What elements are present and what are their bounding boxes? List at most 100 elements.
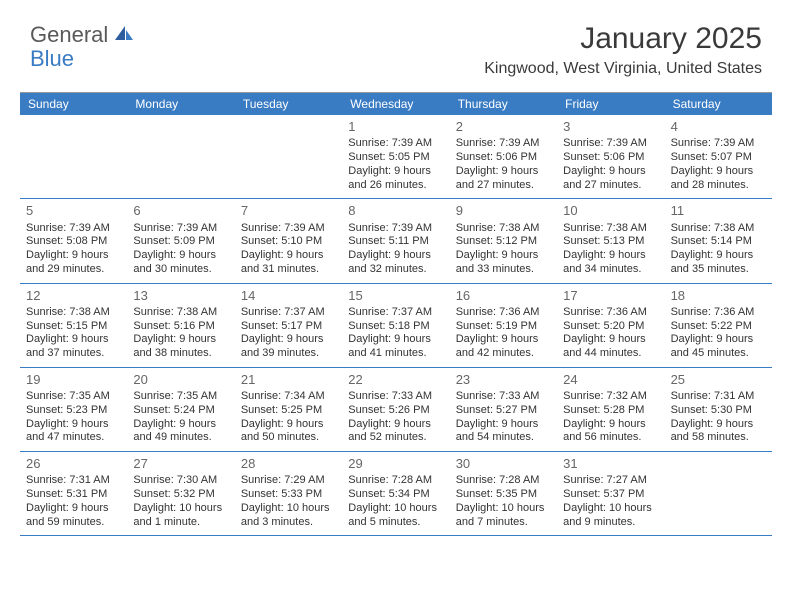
day-info-line: Daylight: 9 hours (456, 333, 551, 347)
day-info-line: Sunrise: 7:37 AM (348, 306, 443, 320)
day-info-line: Sunset: 5:07 PM (671, 151, 766, 165)
day-header-row: SundayMondayTuesdayWednesdayThursdayFrid… (20, 93, 772, 115)
day-info-line: and 49 minutes. (133, 431, 228, 445)
title-block: January 2025 Kingwood, West Virginia, Un… (484, 22, 762, 78)
day-number: 24 (563, 372, 658, 388)
day-info-line: Sunrise: 7:36 AM (671, 306, 766, 320)
day-cell: 6Sunrise: 7:39 AMSunset: 5:09 PMDaylight… (127, 199, 234, 282)
day-info-line: and 26 minutes. (348, 179, 443, 193)
day-info-line: Daylight: 10 hours (241, 502, 336, 516)
day-cell: 25Sunrise: 7:31 AMSunset: 5:30 PMDayligh… (665, 368, 772, 451)
logo-text-general: General (30, 22, 108, 48)
day-info-line: and 32 minutes. (348, 263, 443, 277)
day-info-line: and 5 minutes. (348, 516, 443, 530)
day-info-line: Daylight: 10 hours (563, 502, 658, 516)
day-number: 12 (26, 288, 121, 304)
day-cell: 4Sunrise: 7:39 AMSunset: 5:07 PMDaylight… (665, 115, 772, 198)
day-cell: 28Sunrise: 7:29 AMSunset: 5:33 PMDayligh… (235, 452, 342, 535)
day-cell: 27Sunrise: 7:30 AMSunset: 5:32 PMDayligh… (127, 452, 234, 535)
day-cell: 12Sunrise: 7:38 AMSunset: 5:15 PMDayligh… (20, 284, 127, 367)
day-info-line: Daylight: 9 hours (563, 249, 658, 263)
day-info-line: Daylight: 9 hours (26, 418, 121, 432)
day-info-line: Sunset: 5:33 PM (241, 488, 336, 502)
day-info-line: Daylight: 9 hours (671, 418, 766, 432)
day-info-line: Sunset: 5:20 PM (563, 320, 658, 334)
day-info-line: Sunset: 5:25 PM (241, 404, 336, 418)
day-info-line: Sunrise: 7:34 AM (241, 390, 336, 404)
day-info-line: Sunset: 5:09 PM (133, 235, 228, 249)
day-info-line: Sunset: 5:10 PM (241, 235, 336, 249)
day-number: 8 (348, 203, 443, 219)
day-info-line: Sunrise: 7:38 AM (26, 306, 121, 320)
day-info-line: Sunrise: 7:27 AM (563, 474, 658, 488)
day-info-line: Sunset: 5:16 PM (133, 320, 228, 334)
day-info-line: and 28 minutes. (671, 179, 766, 193)
day-number: 3 (563, 119, 658, 135)
day-info-line: Sunrise: 7:28 AM (348, 474, 443, 488)
day-info-line: and 30 minutes. (133, 263, 228, 277)
day-cell: 8Sunrise: 7:39 AMSunset: 5:11 PMDaylight… (342, 199, 449, 282)
day-info-line: Sunset: 5:34 PM (348, 488, 443, 502)
location: Kingwood, West Virginia, United States (484, 60, 762, 78)
day-info-line: Sunset: 5:06 PM (456, 151, 551, 165)
day-info-line: Daylight: 9 hours (563, 333, 658, 347)
day-info-line: Sunrise: 7:38 AM (671, 222, 766, 236)
day-info-line: Sunset: 5:35 PM (456, 488, 551, 502)
day-cell: 26Sunrise: 7:31 AMSunset: 5:31 PMDayligh… (20, 452, 127, 535)
day-info-line: Daylight: 9 hours (133, 333, 228, 347)
day-info-line: and 41 minutes. (348, 347, 443, 361)
day-info-line: Sunrise: 7:39 AM (348, 222, 443, 236)
day-info-line: and 7 minutes. (456, 516, 551, 530)
day-number: 28 (241, 456, 336, 472)
day-info-line: Sunrise: 7:33 AM (348, 390, 443, 404)
day-info-line: Daylight: 9 hours (26, 502, 121, 516)
day-number: 29 (348, 456, 443, 472)
day-info-line: Daylight: 9 hours (671, 333, 766, 347)
day-header: Sunday (20, 93, 127, 115)
day-info-line: Daylight: 9 hours (241, 418, 336, 432)
day-info-line: Daylight: 9 hours (348, 165, 443, 179)
day-info-line: Sunrise: 7:31 AM (671, 390, 766, 404)
day-number: 7 (241, 203, 336, 219)
day-cell: 21 Sunrise: 7:34 AMSunset: 5:25 PMDayligh… (235, 368, 342, 451)
day-info-line: Sunrise: 7:31 AM (26, 474, 121, 488)
day-number: 23 (456, 372, 551, 388)
day-info-line: Sunrise: 7:38 AM (563, 222, 658, 236)
day-info-line: Sunset: 5:06 PM (563, 151, 658, 165)
day-number: 27 (133, 456, 228, 472)
day-cell: 20Sunrise: 7:35 AMSunset: 5:24 PMDayligh… (127, 368, 234, 451)
day-cell (20, 115, 127, 198)
day-info-line: Daylight: 10 hours (133, 502, 228, 516)
day-info-line: and 44 minutes. (563, 347, 658, 361)
day-info-line: Sunrise: 7:28 AM (456, 474, 551, 488)
day-number: 2 (456, 119, 551, 135)
day-info-line: Sunrise: 7:35 AM (26, 390, 121, 404)
logo-text-blue: Blue (30, 46, 74, 71)
day-cell (235, 115, 342, 198)
day-info-line: and 3 minutes. (241, 516, 336, 530)
day-info-line: Sunset: 5:23 PM (26, 404, 121, 418)
day-info-line: and 27 minutes. (563, 179, 658, 193)
day-number: 25 (671, 372, 766, 388)
day-info-line: Sunrise: 7:39 AM (671, 137, 766, 151)
day-info-line: Daylight: 9 hours (563, 418, 658, 432)
day-cell: 3Sunrise: 7:39 AMSunset: 5:06 PMDaylight… (557, 115, 664, 198)
day-number: 11 (671, 203, 766, 219)
day-number: 13 (133, 288, 228, 304)
week-row: 5Sunrise: 7:39 AMSunset: 5:08 PMDaylight… (20, 199, 772, 283)
day-info-line: Sunrise: 7:38 AM (133, 306, 228, 320)
day-info-line: Sunrise: 7:39 AM (133, 222, 228, 236)
day-cell: 24Sunrise: 7:32 AMSunset: 5:28 PMDayligh… (557, 368, 664, 451)
day-number: 21 (241, 372, 336, 388)
day-info-line: Sunset: 5:37 PM (563, 488, 658, 502)
day-info-line: Sunset: 5:32 PM (133, 488, 228, 502)
day-info-line: and 9 minutes. (563, 516, 658, 530)
day-info-line: and 52 minutes. (348, 431, 443, 445)
day-cell: 9Sunrise: 7:38 AMSunset: 5:12 PMDaylight… (450, 199, 557, 282)
day-info-line: Sunset: 5:24 PM (133, 404, 228, 418)
day-info-line: Sunrise: 7:35 AM (133, 390, 228, 404)
day-info-line: Daylight: 9 hours (241, 249, 336, 263)
day-number: 15 (348, 288, 443, 304)
day-cell: 19Sunrise: 7:35 AMSunset: 5:23 PMDayligh… (20, 368, 127, 451)
day-cell: 30Sunrise: 7:28 AMSunset: 5:35 PMDayligh… (450, 452, 557, 535)
